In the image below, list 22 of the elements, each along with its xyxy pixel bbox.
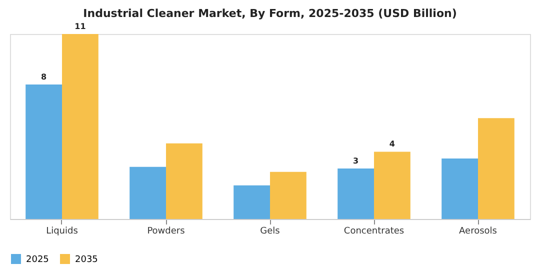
data-label: 4 [389,140,396,149]
legend-label: 2025 [26,255,49,265]
bar [374,152,410,219]
x-tick-label: Gels [260,226,280,236]
bar [130,166,166,219]
data-label: 3 [353,156,359,166]
x-tick-label: Aerosols [459,226,498,236]
x-tick-label: Concentrates [344,226,404,236]
bar [338,168,374,219]
bar [166,143,202,219]
data-label: 11 [74,22,86,31]
bar [442,158,478,219]
bar [234,185,270,219]
bar [478,118,514,219]
x-tick-label: Powders [147,226,186,236]
data-label: 8 [41,72,48,82]
bar [26,84,62,219]
chart-title: Industrial Cleaner Market, By Form, 2025-2035 (USD Billion) [83,7,457,20]
x-tick-label: Liquids [46,226,78,236]
bar [62,34,98,219]
bar [270,172,306,219]
legend-label: 2035 [75,255,98,265]
